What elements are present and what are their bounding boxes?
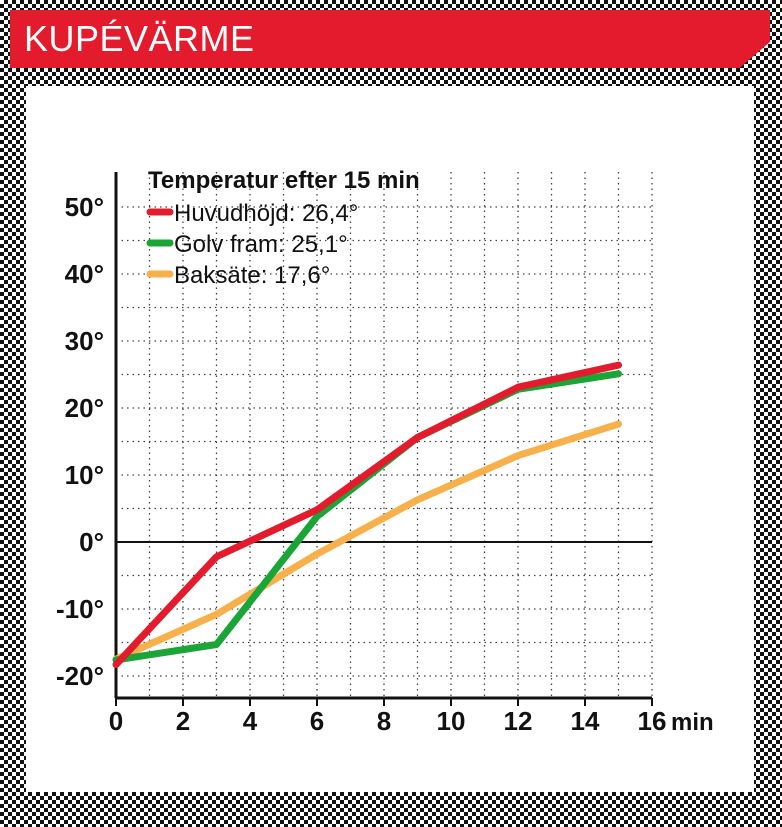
- legend-title: Temperatur efter 15 min: [148, 167, 420, 194]
- series-line: [112, 420, 622, 663]
- x-tick-label: 12: [504, 706, 533, 736]
- page-title: KUPÉVÄRME: [24, 18, 255, 59]
- y-tick-label: -10°: [56, 594, 104, 624]
- series-line: [112, 361, 622, 669]
- header-banner: KUPÉVÄRME: [10, 10, 770, 68]
- legend-label: Baksäte: 17,6°: [174, 262, 330, 289]
- y-tick-label: 0°: [79, 527, 104, 557]
- x-tick-label: 14: [571, 706, 600, 736]
- x-tick-label: 10: [437, 706, 466, 736]
- x-tick-label: 0: [109, 706, 123, 736]
- series-line: [112, 370, 622, 664]
- y-tick-label: 20°: [65, 393, 104, 423]
- x-tick-label: 4: [243, 706, 258, 736]
- y-tick-label: -20°: [56, 661, 104, 691]
- x-tick-label: 8: [377, 706, 391, 736]
- axes: [114, 172, 653, 706]
- x-tick-label: 16: [638, 706, 667, 736]
- y-tick-label: 10°: [65, 460, 104, 490]
- legend: Temperatur efter 15 min Huvudhöjd: 26,4°…: [146, 167, 420, 289]
- legend-label: Huvudhöjd: 26,4°: [174, 200, 358, 227]
- grid: [116, 172, 653, 698]
- x-tick-label: 6: [310, 706, 324, 736]
- y-tick-label: 50°: [65, 192, 104, 222]
- x-tick-labels: 0 2 4 6 8 10 12 14 16: [109, 706, 667, 736]
- chart-panel: [26, 86, 754, 792]
- y-tick-labels: 50° 40° 30° 20° 10° 0° -10° -20°: [56, 192, 104, 691]
- y-tick-label: 30°: [65, 326, 104, 356]
- x-tick-label: 2: [176, 706, 190, 736]
- y-tick-label: 40°: [65, 259, 104, 289]
- legend-label: Golv fram: 25,1°: [174, 231, 348, 258]
- x-axis-label: min: [671, 709, 714, 736]
- series-lines: [112, 361, 622, 669]
